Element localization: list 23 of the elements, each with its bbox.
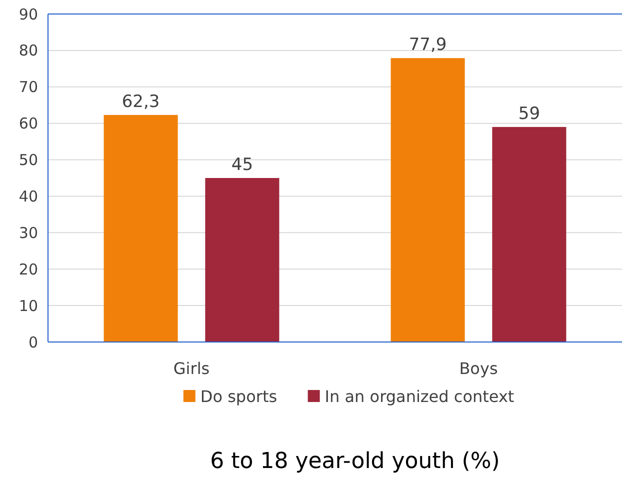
legend-label: Do sports [200,387,278,406]
y-tick-label: 70 [18,78,38,96]
bar [205,178,280,342]
y-tick-label: 30 [18,224,38,242]
y-tick-label: 80 [18,42,38,60]
x-tick-label: Girls [173,359,210,378]
y-tick-label: 60 [18,114,38,133]
data-label: 59 [518,104,540,124]
data-label: 77,9 [408,35,447,56]
y-tick-label: 50 [18,151,38,170]
y-tick-label: 90 [18,5,38,24]
data-label: 62,3 [122,92,160,112]
y-tick-label: 10 [18,296,38,315]
bar [492,126,566,342]
y-tick-label: 0 [28,333,38,352]
y-tick-label: 20 [18,260,38,278]
bar [390,58,465,342]
x-tick-label: Boys [459,359,498,378]
x-axis-title: 6 to 18 year-old youth (%) [210,449,500,474]
legend-label: In an organized context [324,387,514,406]
bar [104,114,178,342]
y-tick-label: 40 [18,187,38,206]
data-label: 45 [231,155,254,175]
